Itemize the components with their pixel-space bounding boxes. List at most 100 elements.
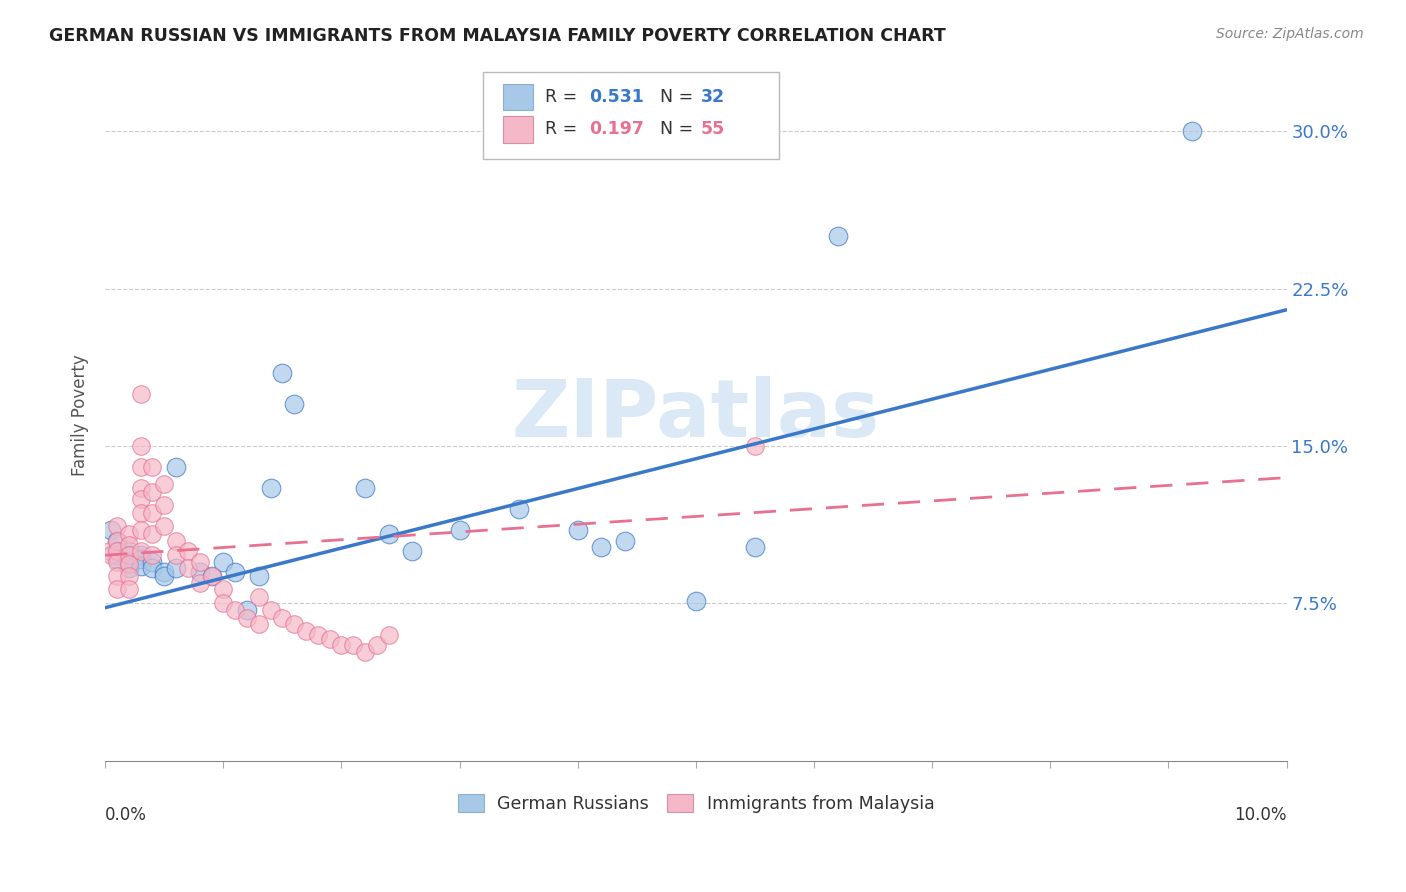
- Point: [401, 544, 423, 558]
- Point: [118, 548, 141, 562]
- Point: [259, 603, 281, 617]
- Point: [141, 555, 163, 569]
- Y-axis label: Family Poverty: Family Poverty: [72, 354, 89, 475]
- Point: [567, 523, 589, 537]
- Point: [247, 591, 270, 605]
- Point: [377, 628, 399, 642]
- Text: ZIPatlas: ZIPatlas: [512, 376, 880, 454]
- Point: [200, 569, 222, 583]
- Point: [744, 540, 766, 554]
- Text: GERMAN RUSSIAN VS IMMIGRANTS FROM MALAYSIA FAMILY POVERTY CORRELATION CHART: GERMAN RUSSIAN VS IMMIGRANTS FROM MALAYS…: [49, 27, 946, 45]
- Point: [105, 533, 128, 548]
- Point: [100, 548, 122, 562]
- Text: R =: R =: [544, 88, 582, 106]
- Point: [212, 597, 235, 611]
- Text: 0.0%: 0.0%: [105, 805, 148, 824]
- Point: [247, 569, 270, 583]
- Point: [129, 439, 152, 453]
- Point: [366, 639, 388, 653]
- Point: [177, 561, 200, 575]
- Point: [354, 645, 377, 659]
- Point: [129, 544, 152, 558]
- Point: [129, 552, 152, 566]
- Point: [153, 476, 176, 491]
- Point: [129, 558, 152, 573]
- Text: 10.0%: 10.0%: [1234, 805, 1286, 824]
- Text: N =: N =: [648, 88, 699, 106]
- Point: [165, 561, 187, 575]
- Point: [307, 628, 329, 642]
- Point: [141, 460, 163, 475]
- Point: [177, 544, 200, 558]
- Point: [105, 544, 128, 558]
- Point: [744, 439, 766, 453]
- Point: [283, 397, 305, 411]
- Point: [129, 481, 152, 495]
- Point: [330, 639, 353, 653]
- Point: [118, 569, 141, 583]
- Point: [271, 366, 294, 380]
- Point: [141, 561, 163, 575]
- Point: [188, 555, 211, 569]
- Point: [141, 548, 163, 562]
- Point: [105, 555, 128, 569]
- Point: [129, 460, 152, 475]
- Text: N =: N =: [648, 120, 699, 138]
- Point: [200, 569, 222, 583]
- Point: [354, 481, 377, 495]
- Point: [1181, 124, 1204, 138]
- Point: [342, 639, 364, 653]
- Point: [153, 519, 176, 533]
- Point: [97, 544, 120, 558]
- Point: [212, 555, 235, 569]
- Point: [100, 523, 122, 537]
- Point: [236, 611, 259, 625]
- Point: [685, 594, 707, 608]
- Legend: German Russians, Immigrants from Malaysia: German Russians, Immigrants from Malaysi…: [449, 785, 943, 822]
- Point: [105, 552, 128, 566]
- Point: [105, 548, 128, 562]
- FancyBboxPatch shape: [503, 116, 533, 143]
- Point: [508, 502, 530, 516]
- Point: [141, 485, 163, 500]
- Point: [153, 565, 176, 579]
- FancyBboxPatch shape: [484, 72, 779, 159]
- Point: [614, 533, 637, 548]
- Point: [212, 582, 235, 596]
- FancyBboxPatch shape: [503, 84, 533, 110]
- Point: [188, 575, 211, 590]
- Point: [118, 527, 141, 541]
- Point: [118, 538, 141, 552]
- Point: [118, 582, 141, 596]
- Point: [259, 481, 281, 495]
- Point: [247, 617, 270, 632]
- Point: [153, 498, 176, 512]
- Text: 0.531: 0.531: [589, 88, 644, 106]
- Text: 32: 32: [700, 88, 724, 106]
- Text: R =: R =: [544, 120, 582, 138]
- Point: [188, 565, 211, 579]
- Point: [165, 460, 187, 475]
- Point: [165, 533, 187, 548]
- Point: [105, 519, 128, 533]
- Point: [141, 506, 163, 520]
- Point: [118, 561, 141, 575]
- Point: [165, 548, 187, 562]
- Point: [129, 386, 152, 401]
- Point: [224, 603, 246, 617]
- Text: Source: ZipAtlas.com: Source: ZipAtlas.com: [1216, 27, 1364, 41]
- Point: [118, 555, 141, 569]
- Point: [224, 565, 246, 579]
- Point: [105, 569, 128, 583]
- Text: 55: 55: [700, 120, 725, 138]
- Point: [236, 603, 259, 617]
- Point: [129, 491, 152, 506]
- Point: [105, 582, 128, 596]
- Point: [377, 527, 399, 541]
- Point: [105, 544, 128, 558]
- Point: [129, 523, 152, 537]
- Point: [105, 533, 128, 548]
- Point: [591, 540, 613, 554]
- Point: [118, 548, 141, 562]
- Point: [449, 523, 471, 537]
